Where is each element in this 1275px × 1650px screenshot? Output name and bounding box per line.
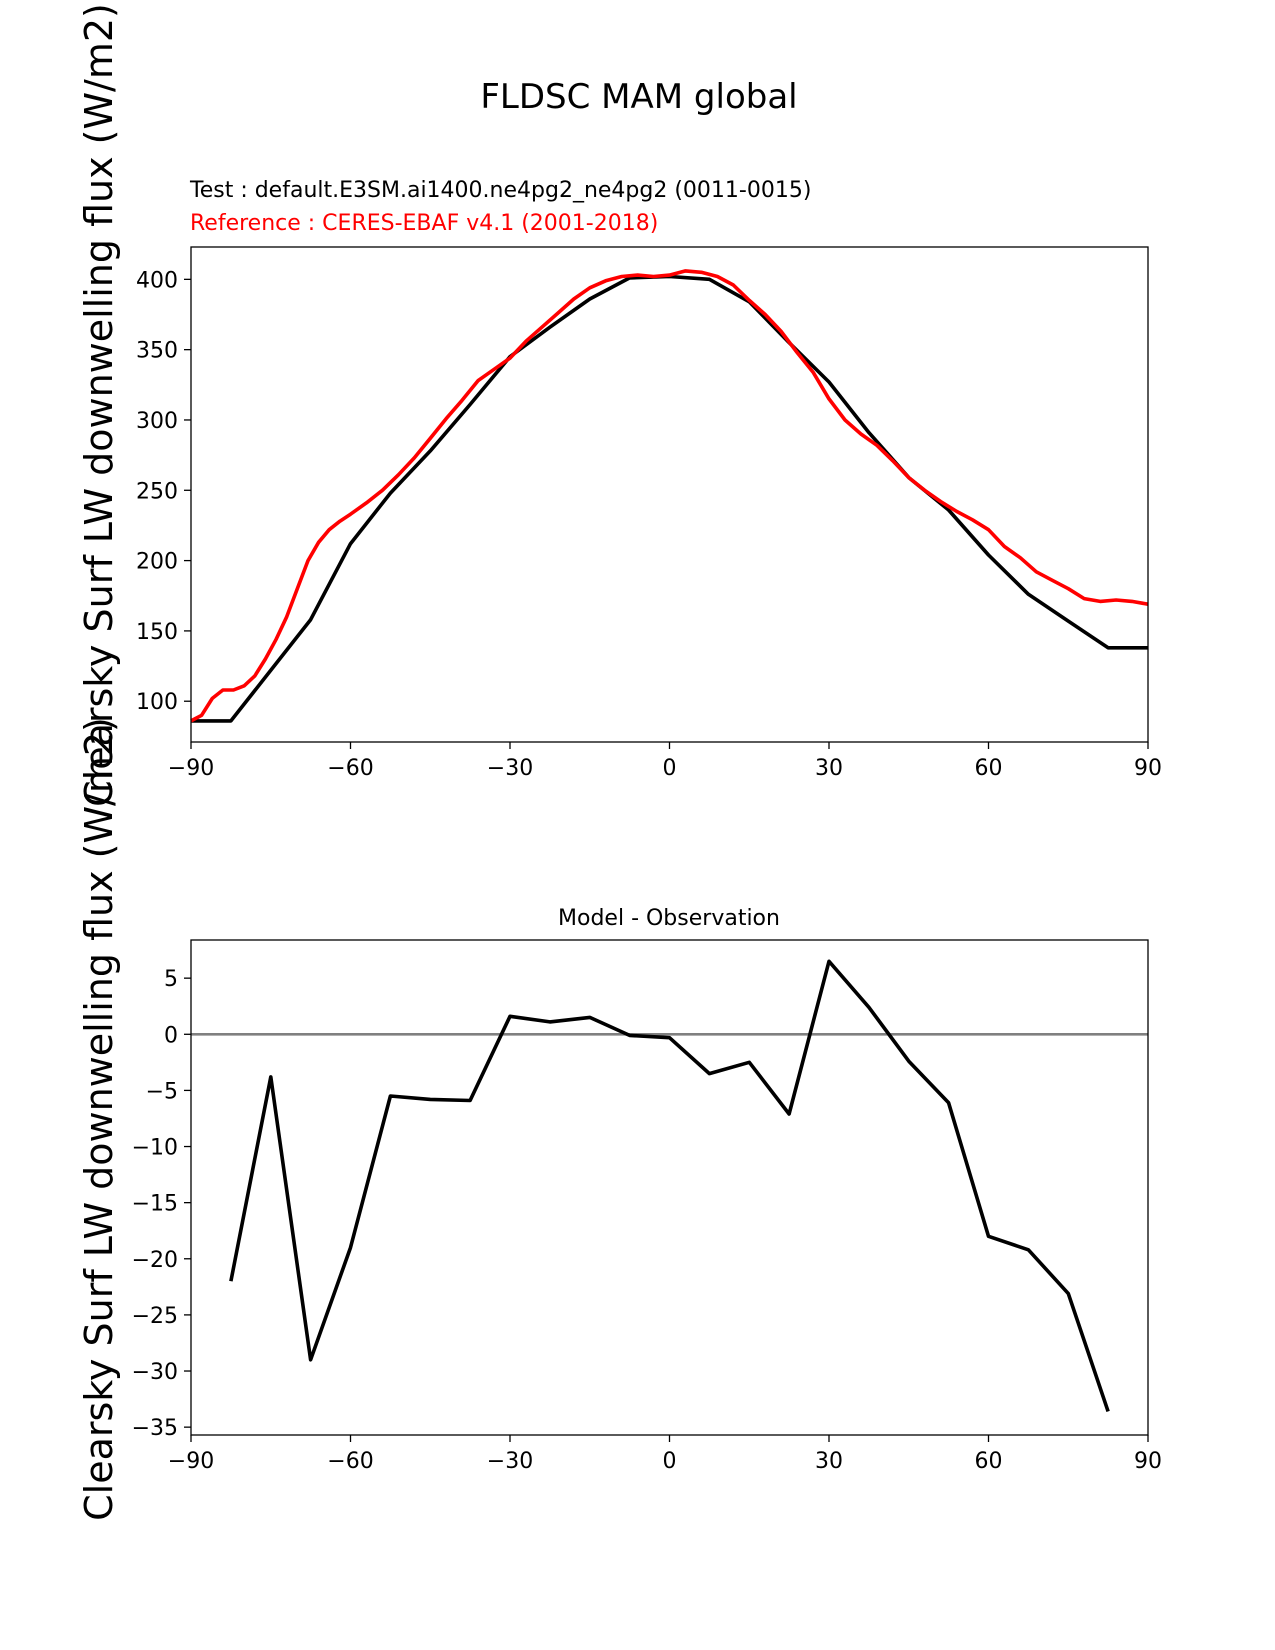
- x-tick-label: −90: [168, 1449, 214, 1474]
- y-tick-label: 350: [136, 339, 178, 364]
- x-tick-label: −90: [168, 756, 214, 781]
- y-tick-label: 5: [164, 967, 178, 992]
- bottom-axes-frame: [190, 939, 1149, 1436]
- y-tick-label: −35: [132, 1416, 178, 1441]
- y-tick-label: −25: [132, 1304, 178, 1329]
- x-tick-label: −60: [327, 1449, 373, 1474]
- y-tick-label: −15: [132, 1192, 178, 1217]
- x-tick-label: −60: [327, 756, 373, 781]
- top-panel: Clearsky Surf LW downwelling flux (W/m2)…: [77, 3, 1162, 807]
- top-axes-frame: [190, 246, 1149, 743]
- y-tick-label: 250: [136, 479, 178, 504]
- top-y-ticks: 100 150 200 250 300 350 400: [136, 268, 191, 715]
- x-tick-label: 90: [1134, 1449, 1162, 1474]
- x-tick-label: −30: [487, 756, 533, 781]
- reference-series-line: [190, 269, 1149, 723]
- bottom-series: [229, 959, 1110, 1412]
- y-tick-label: −10: [132, 1136, 178, 1161]
- bottom-x-ticks: −90 −60 −30 0 30 60 90: [168, 1435, 1162, 1474]
- bottom-title: Model - Observation: [558, 906, 780, 931]
- y-tick-label: −20: [132, 1248, 178, 1273]
- x-tick-label: 60: [975, 1449, 1003, 1474]
- x-tick-label: 0: [663, 756, 677, 781]
- bottom-y-ticks: 5 0 −5 −10 −15 −20 −25 −30 −35: [132, 967, 191, 1441]
- x-tick-label: 30: [815, 1449, 843, 1474]
- y-tick-label: 150: [136, 620, 178, 645]
- difference-series-line: [229, 959, 1110, 1412]
- test-label: Test : default.E3SM.ai1400.ne4pg2_ne4pg2…: [189, 178, 811, 203]
- x-tick-label: −30: [487, 1449, 533, 1474]
- y-tick-label: 200: [136, 550, 178, 575]
- top-series: [190, 269, 1149, 723]
- x-tick-label: 30: [815, 756, 843, 781]
- bottom-ylabel: Clearsky Surf LW downwelling flux (W/m2): [77, 717, 121, 1521]
- y-tick-label: 300: [136, 409, 178, 434]
- x-tick-label: 0: [663, 1449, 677, 1474]
- top-x-ticks: −90 −60 −30 0 30 60 90: [168, 742, 1162, 781]
- bottom-panel: Model - Observation Clearsky Surf LW dow…: [77, 717, 1162, 1521]
- y-tick-label: 100: [136, 690, 178, 715]
- y-tick-label: −5: [146, 1079, 178, 1104]
- x-tick-label: 90: [1134, 756, 1162, 781]
- y-tick-label: 0: [164, 1023, 178, 1048]
- figure-title: FLDSC MAM global: [480, 77, 797, 117]
- x-tick-label: 60: [975, 756, 1003, 781]
- y-tick-label: −30: [132, 1360, 178, 1385]
- top-ylabel: Clearsky Surf LW downwelling flux (W/m2): [77, 3, 121, 807]
- y-tick-label: 400: [136, 268, 178, 293]
- reference-label: Reference : CERES-EBAF v4.1 (2001-2018): [190, 211, 658, 236]
